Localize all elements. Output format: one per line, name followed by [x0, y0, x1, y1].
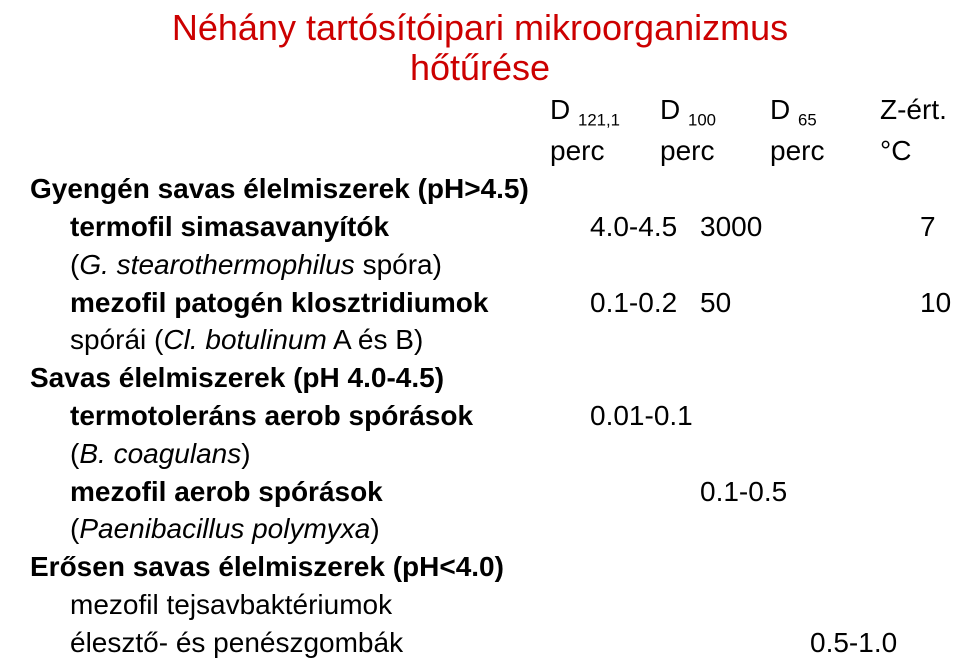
row-col-2: 0.1-0.5 — [700, 473, 810, 511]
table-row: (B. coagulans) — [30, 435, 930, 473]
table-row: Savas élelmiszerek (pH 4.0-4.5) — [30, 359, 930, 397]
row-col-4: 7 — [920, 208, 960, 246]
row-col-2: 50 — [700, 284, 810, 322]
row-label: mezofil tejsavbaktériumok — [30, 586, 590, 624]
table-row: mezofil aerob spórások 0.1-0.5 — [30, 473, 930, 511]
title-line-2: hőtűrése — [410, 47, 550, 88]
row-label: mezofil patogén klosztridiumok — [30, 284, 590, 322]
page-title: Néhány tartósítóipari mikroorganizmus hő… — [30, 8, 930, 87]
row-col-1: 0.1-0.2 — [590, 284, 700, 322]
row-label: élesztő- és penészgombák — [30, 624, 590, 662]
row-label: termofil simasavanyítók — [30, 208, 590, 246]
title-line-1: Néhány tartósítóipari mikroorganizmus — [172, 7, 788, 48]
table-row: Gyengén savas élelmiszerek (pH>4.5) — [30, 170, 930, 208]
table-body: Gyengén savas élelmiszerek (pH>4.5)termo… — [30, 170, 930, 661]
row-label: Savas élelmiszerek (pH 4.0-4.5) — [30, 359, 550, 397]
header-unit-3: perc — [770, 132, 880, 170]
row-col-4: 10 — [920, 284, 960, 322]
row-label: (B. coagulans) — [30, 435, 590, 473]
row-col-1: 0.01-0.1 — [590, 397, 700, 435]
header-z: Z-ért. — [880, 91, 960, 129]
row-label: mezofil aerob spórások — [30, 473, 590, 511]
header-d100: D 100 — [660, 91, 770, 132]
table-header-symbols: D 121,1 D 100 D 65 Z-ért. — [30, 91, 930, 132]
table-row: Erősen savas élelmiszerek (pH<4.0) — [30, 548, 930, 586]
row-label: (G. stearothermophilus spóra) — [30, 246, 590, 284]
row-label: (Paenibacillus polymyxa) — [30, 510, 590, 548]
table-header-units: perc perc perc °C — [30, 132, 930, 170]
table-row: mezofil patogén klosztridiumok0.1-0.2501… — [30, 284, 930, 322]
row-label: Erősen savas élelmiszerek (pH<4.0) — [30, 548, 550, 586]
header-unit-1: perc — [550, 132, 660, 170]
row-col-2: 3000 — [700, 208, 810, 246]
row-label: Gyengén savas élelmiszerek (pH>4.5) — [30, 170, 550, 208]
table-row: mezofil tejsavbaktériumok — [30, 586, 930, 624]
table-row: termotoleráns aerob spórások0.01-0.1 — [30, 397, 930, 435]
document-page: Néhány tartósítóipari mikroorganizmus hő… — [0, 0, 960, 667]
table-row: élesztő- és penészgombák 0.5-1.0 — [30, 624, 930, 662]
table-row: spórái (Cl. botulinum A és B) — [30, 321, 930, 359]
header-unit-4: °C — [880, 132, 960, 170]
header-d1211: D 121,1 — [550, 91, 660, 132]
row-col-3: 0.5-1.0 — [810, 624, 920, 662]
table-row: termofil simasavanyítók4.0-4.530007 — [30, 208, 930, 246]
row-label: spórái (Cl. botulinum A és B) — [30, 321, 590, 359]
header-d65: D 65 — [770, 91, 880, 132]
row-label: termotoleráns aerob spórások — [30, 397, 590, 435]
header-unit-2: perc — [660, 132, 770, 170]
table-row: (G. stearothermophilus spóra) — [30, 246, 930, 284]
table-row: (Paenibacillus polymyxa) — [30, 510, 930, 548]
row-col-1: 4.0-4.5 — [590, 208, 700, 246]
